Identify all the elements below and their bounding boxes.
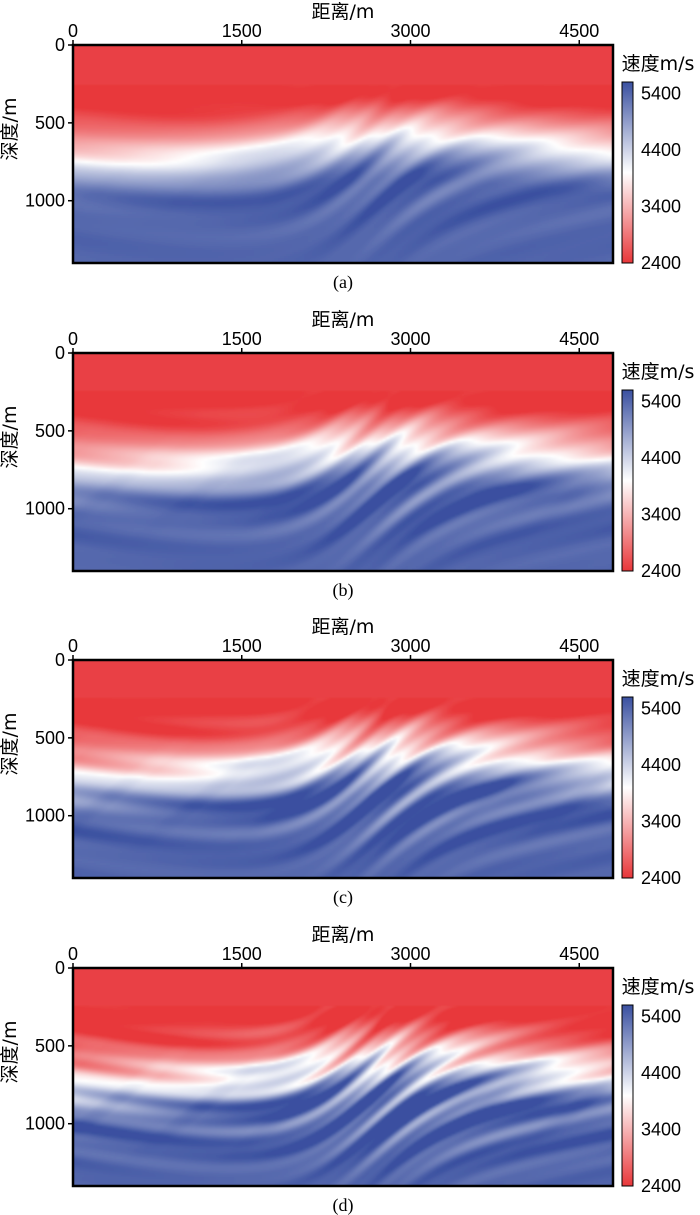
x-tick-label: 0: [68, 636, 78, 656]
x-tick-label: 1500: [222, 21, 262, 41]
colorbar-title: 速度m/s: [622, 668, 695, 690]
y-axis-title: 深度/m: [0, 713, 21, 776]
colorbar-tick-label: 2400: [641, 253, 681, 273]
colorbar-tick-label: 4400: [641, 755, 681, 775]
y-axis-title: 深度/m: [0, 406, 21, 469]
panel-c: 距离/m 0 1500 3000 4500 0 500 1000 深度/m (c) 速度m/s 540…: [0, 616, 694, 908]
colorbar-tick-label: 5400: [641, 1006, 681, 1026]
colorbar-tick-label: 3400: [641, 1119, 681, 1139]
x-tick-label: 3000: [390, 636, 430, 656]
x-tick-label: 4500: [559, 329, 599, 349]
colorbar-tick-label: 2400: [641, 868, 681, 888]
y-tick-label: 500: [35, 728, 65, 748]
x-tick-label: 3000: [390, 944, 430, 964]
colorbar-title: 速度m/s: [622, 976, 695, 998]
x-axis-title: 距离/m: [312, 616, 375, 638]
plot-frame: [71, 658, 615, 880]
x-tick-label: 1500: [222, 636, 262, 656]
x-tick-label: 4500: [559, 21, 599, 41]
x-tick-label: 4500: [559, 944, 599, 964]
y-tick-label: 0: [55, 35, 65, 55]
colorbar-tick-label: 5400: [641, 391, 681, 411]
colorbar: [621, 81, 634, 264]
colorbar-tick-label: 2400: [641, 561, 681, 581]
y-tick-label: 500: [35, 421, 65, 441]
x-tick-label: 1500: [222, 329, 262, 349]
y-tick-label: 1000: [25, 806, 65, 826]
panel-d: 距离/m 0 1500 3000 4500 0 500 1000 深度/m (d) 速度m/s 540…: [0, 924, 694, 1215]
y-tick-label: 0: [55, 343, 65, 363]
x-axis-title: 距离/m: [312, 924, 375, 946]
colorbar-tick-label: 4400: [641, 448, 681, 468]
x-tick-label: 3000: [390, 21, 430, 41]
colorbar: [621, 389, 634, 572]
colorbar: [621, 696, 634, 879]
panel-caption: (b): [333, 580, 354, 601]
colorbar-tick-label: 4400: [641, 140, 681, 160]
colorbar-title: 速度m/s: [622, 53, 695, 75]
panel-b: 距离/m 0 1500 3000 4500 0 500 1000 深度/m (b) 速度m/s 540…: [0, 309, 694, 601]
x-tick-label: 4500: [559, 636, 599, 656]
plot-frame: [71, 351, 615, 573]
plot-frame: [71, 43, 615, 265]
y-tick-label: 1000: [25, 191, 65, 211]
y-axis-title: 深度/m: [0, 1021, 21, 1084]
plot-frame: [71, 966, 615, 1188]
colorbar-tick-label: 3400: [641, 811, 681, 831]
y-tick-label: 0: [55, 958, 65, 978]
colorbar-tick-label: 3400: [641, 504, 681, 524]
y-tick-label: 1000: [25, 1114, 65, 1134]
y-axis-title: 深度/m: [0, 98, 21, 161]
x-tick-label: 1500: [222, 944, 262, 964]
colorbar-tick-label: 5400: [641, 83, 681, 103]
x-tick-label: 3000: [390, 329, 430, 349]
x-tick-label: 0: [68, 21, 78, 41]
panel-caption: (a): [333, 272, 353, 293]
colorbar-tick-label: 4400: [641, 1063, 681, 1083]
velocity-heatmap: [73, 45, 613, 263]
panel-caption: (c): [333, 887, 353, 908]
panel-a: 距离/m 0 1500 3000 4500 0 500 1000 深度/m (a) 速度m/s 540…: [0, 1, 694, 293]
y-tick-label: 500: [35, 113, 65, 133]
colorbar-title: 速度m/s: [622, 361, 695, 383]
x-axis-title: 距离/m: [312, 309, 375, 331]
y-tick-label: 500: [35, 1036, 65, 1056]
colorbar-tick-label: 2400: [641, 1176, 681, 1196]
x-axis-title: 距离/m: [312, 1, 375, 23]
y-tick-label: 0: [55, 650, 65, 670]
colorbar-tick-label: 5400: [641, 698, 681, 718]
velocity-heatmap: [73, 353, 613, 571]
x-tick-label: 0: [68, 944, 78, 964]
panel-caption: (d): [333, 1195, 354, 1215]
velocity-heatmap: [73, 660, 613, 878]
colorbar: [621, 1004, 634, 1187]
y-tick-label: 1000: [25, 499, 65, 519]
x-tick-label: 0: [68, 329, 78, 349]
colorbar-tick-label: 3400: [641, 196, 681, 216]
velocity-heatmap: [73, 968, 613, 1186]
